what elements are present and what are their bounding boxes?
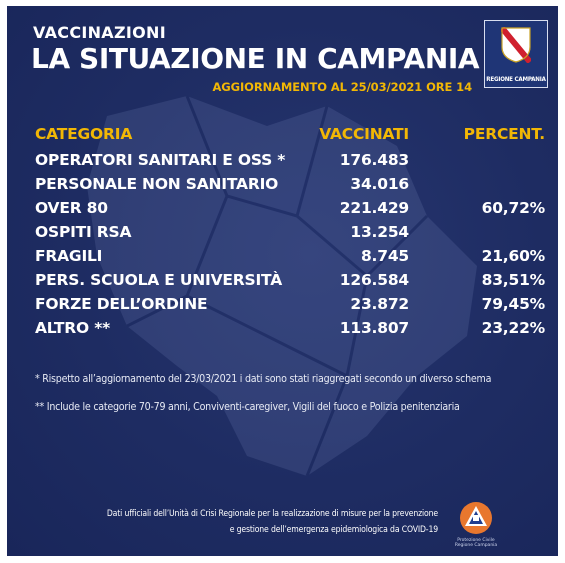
campania-map-silhouette <box>87 95 477 477</box>
row-category: OVER 80 <box>35 199 108 217</box>
vaccination-table: CATEGORIA VACCINATI PERCENT. OPERATORI S… <box>35 125 545 343</box>
row-vaccinated: 13.254 <box>350 223 409 241</box>
pc-logo-caption: Protezione Civile Regione Campania <box>448 538 504 548</box>
pc-logo-line-1: Protezione Civile <box>457 538 495 543</box>
row-category: OSPITI RSA <box>35 223 132 241</box>
row-category: OPERATORI SANITARI E OSS * <box>35 151 286 169</box>
footer-line-2: e gestione dell’emergenza epidemiologica… <box>229 525 438 535</box>
regione-campania-logo: REGIONE CAMPANIA <box>484 20 548 88</box>
column-header-category: CATEGORIA <box>35 125 133 143</box>
row-category: ALTRO ** <box>35 319 110 337</box>
column-header-vaccinated: VACCINATI <box>319 125 409 143</box>
infographic-card: VACCINAZIONI LA SITUAZIONE IN CAMPANIA A… <box>7 6 558 556</box>
row-percent: 60,72% <box>481 199 546 217</box>
source-footer: Dati ufficiali dell’Unità di Crisi Regio… <box>107 506 438 538</box>
table-row: FRAGILI 8.745 21,60% <box>35 247 545 271</box>
header-kicker: VACCINAZIONI <box>33 23 166 42</box>
row-vaccinated: 126.584 <box>339 271 409 289</box>
row-percent: 21,60% <box>481 247 546 265</box>
logo-caption: REGIONE CAMPANIA <box>486 76 546 83</box>
regione-campania-shield-icon <box>501 27 531 63</box>
row-percent: 83,51% <box>481 271 546 289</box>
footer-line-1: Dati ufficiali dell’Unità di Crisi Regio… <box>106 509 438 519</box>
table-row: ALTRO ** 113.807 23,22% <box>35 319 545 343</box>
pc-logo-line-2: Regione Campania <box>454 543 498 548</box>
table-header-row: CATEGORIA VACCINATI PERCENT. <box>35 125 545 151</box>
update-timestamp: AGGIORNAMENTO AL 25/03/2021 ORE 14 <box>212 80 472 94</box>
row-vaccinated: 113.807 <box>339 319 409 337</box>
row-percent: 79,45% <box>481 295 546 313</box>
table-row: PERS. SCUOLA E UNIVERSITÀ 126.584 83,51% <box>35 271 545 295</box>
table-row: OVER 80 221.429 60,72% <box>35 199 545 223</box>
protezione-civile-icon <box>460 502 492 534</box>
row-category: FORZE DELL’ORDINE <box>35 295 208 313</box>
table-row: PERSONALE NON SANITARIO 34.016 <box>35 175 545 199</box>
row-category: FRAGILI <box>35 247 103 265</box>
table-row: OPERATORI SANITARI E OSS * 176.483 <box>35 151 545 175</box>
row-category: PERSONALE NON SANITARIO <box>35 175 279 193</box>
table-row: FORZE DELL’ORDINE 23.872 79,45% <box>35 295 545 319</box>
row-vaccinated: 23.872 <box>350 295 409 313</box>
row-vaccinated: 34.016 <box>350 175 409 193</box>
footnote-reaggregation: * Rispetto all’aggiornamento del 23/03/2… <box>35 373 492 385</box>
row-percent: 23,22% <box>481 319 546 337</box>
row-vaccinated: 176.483 <box>339 151 409 169</box>
row-category: PERS. SCUOLA E UNIVERSITÀ <box>35 271 283 289</box>
table-row: OSPITI RSA 13.254 <box>35 223 545 247</box>
page-title: LA SITUAZIONE IN CAMPANIA <box>31 42 480 75</box>
row-vaccinated: 221.429 <box>339 199 409 217</box>
footnote-altro: ** Include le categorie 70-79 anni, Conv… <box>35 401 460 413</box>
column-header-percent: PERCENT. <box>463 125 546 143</box>
row-vaccinated: 8.745 <box>360 247 409 265</box>
protezione-civile-logo: Protezione Civile Regione Campania <box>454 500 498 550</box>
